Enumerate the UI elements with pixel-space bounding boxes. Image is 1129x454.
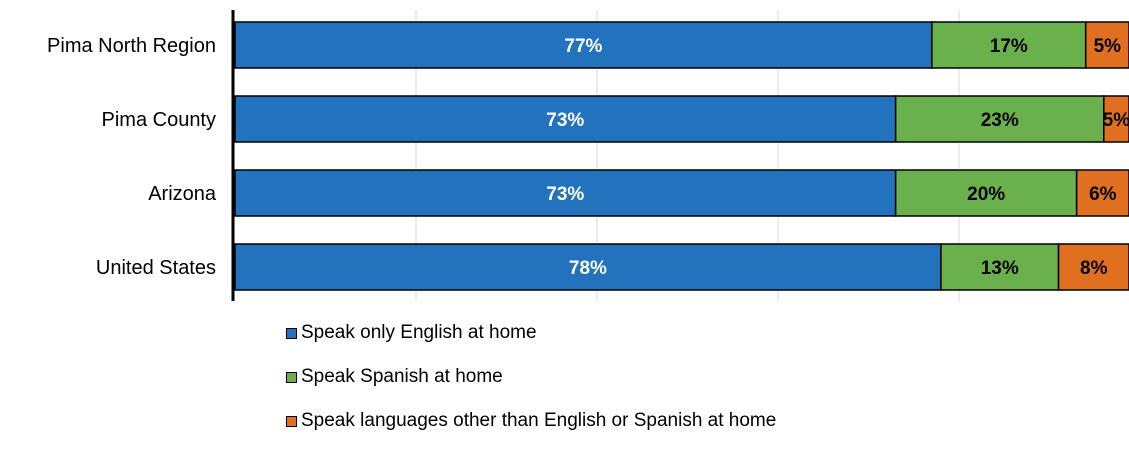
data-label: 23% [981,110,1019,131]
bar-segment [894,169,1078,217]
legend-label-other: Speak languages other than English or Sp… [301,410,777,431]
bar-segment [1084,21,1129,69]
data-label: 73% [546,110,584,131]
legend-item-spanish: Speak Spanish at home [286,366,776,388]
data-label: 5% [1103,110,1129,131]
legend: Speak only English at home Speak Spanish… [286,322,776,454]
category-label: United States [96,257,216,279]
data-label: 73% [546,184,584,205]
data-label: 8% [1080,258,1108,279]
legend-item-other: Speak languages other than English or Sp… [286,410,776,432]
bar-segment [1057,243,1129,291]
bar-segment [1075,169,1129,217]
bars: 77% 17% 5% 73% 23% 5% 73% 20% 6% 78% 13% 8% [234,21,1129,291]
bar-segment [1103,95,1129,143]
category-label: Pima North Region [47,35,216,57]
category-label: Arizona [148,183,217,205]
data-label: 6% [1089,184,1117,205]
category-label: Pima County [102,109,217,131]
data-label: 20% [967,184,1005,205]
legend-label-english: Speak only English at home [301,322,537,343]
legend-item-english: Speak only English at home [286,322,776,344]
bar-segment [940,243,1060,291]
legend-swatch-spanish [286,371,297,383]
legend-label-spanish: Speak Spanish at home [301,366,503,387]
bar-segment [931,21,1087,69]
bar-segment [234,21,933,69]
category-labels: Pima North Region Pima County Arizona Unite… [47,35,217,279]
data-label: 13% [981,258,1019,279]
legend-swatch-english [286,327,297,339]
bar-segment [234,95,897,143]
data-label: 17% [990,36,1028,57]
bar-segment [234,169,897,217]
data-label: 78% [569,258,607,279]
data-label: 77% [564,36,602,57]
legend-swatch-other [286,415,297,427]
data-label: 5% [1094,36,1122,57]
stacked-bar-chart: 77% 17% 5% 73% 23% 5% 73% 20% 6% 78% 13% 8% Pima No… [47,10,1129,301]
